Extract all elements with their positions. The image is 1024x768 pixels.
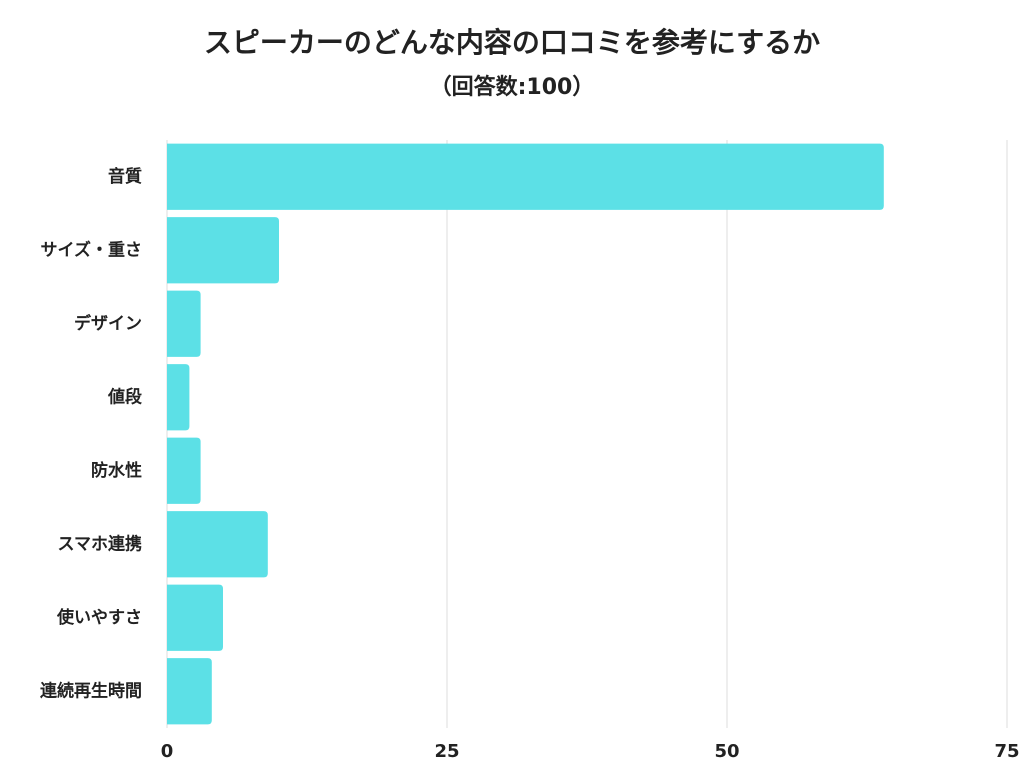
y-tick-label: スマホ連携: [58, 533, 143, 554]
bar: [167, 217, 279, 284]
x-tick-label: 50: [714, 741, 739, 762]
bar: [167, 511, 268, 578]
y-tick-label: 防水性: [91, 460, 142, 481]
bar: [167, 143, 884, 210]
chart-title: スピーカーのどんな内容の口コミを参考にするか: [204, 26, 820, 59]
bar: [167, 437, 201, 504]
y-tick-label: デザイン: [74, 313, 142, 334]
y-tick-label: 使いやすさ: [56, 607, 142, 628]
bar: [167, 584, 223, 651]
x-tick-label: 0: [161, 741, 174, 762]
y-tick-label: 音質: [108, 166, 142, 187]
chart-subtitle: （回答数:100）: [430, 74, 595, 100]
x-tick-label: 75: [994, 741, 1019, 762]
y-tick-label: 連続再生時間: [40, 680, 142, 701]
bar: [167, 658, 212, 725]
bar: [167, 364, 190, 431]
y-tick-label: サイズ・重さ: [41, 239, 143, 260]
y-tick-label: 値段: [107, 386, 142, 407]
bar: [167, 290, 201, 357]
x-tick-label: 25: [434, 741, 459, 762]
